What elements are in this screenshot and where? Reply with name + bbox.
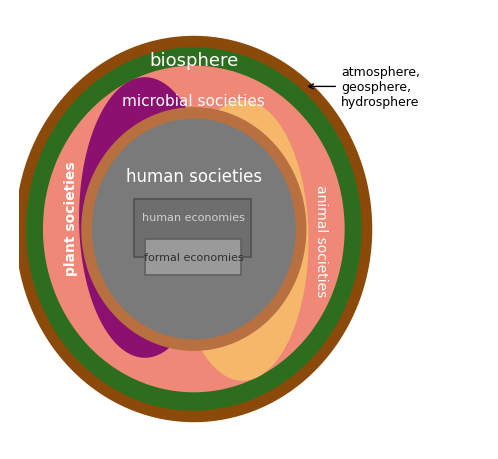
Polygon shape (92, 119, 296, 340)
Text: biosphere: biosphere (149, 51, 239, 70)
Polygon shape (43, 67, 345, 392)
Polygon shape (177, 101, 309, 381)
Text: microbial societies: microbial societies (123, 94, 265, 108)
Text: human economies: human economies (142, 213, 245, 223)
Text: plant societies: plant societies (64, 161, 78, 275)
Text: human societies: human societies (125, 168, 262, 186)
Text: atmosphere,
geosphere,
hydrosphere: atmosphere, geosphere, hydrosphere (309, 66, 420, 109)
Polygon shape (81, 108, 306, 351)
Polygon shape (15, 37, 373, 422)
FancyBboxPatch shape (134, 200, 251, 257)
Text: animal societies: animal societies (314, 185, 328, 297)
Polygon shape (79, 78, 211, 358)
Polygon shape (26, 48, 362, 411)
FancyBboxPatch shape (145, 240, 241, 275)
Text: formal economies: formal economies (144, 252, 244, 263)
